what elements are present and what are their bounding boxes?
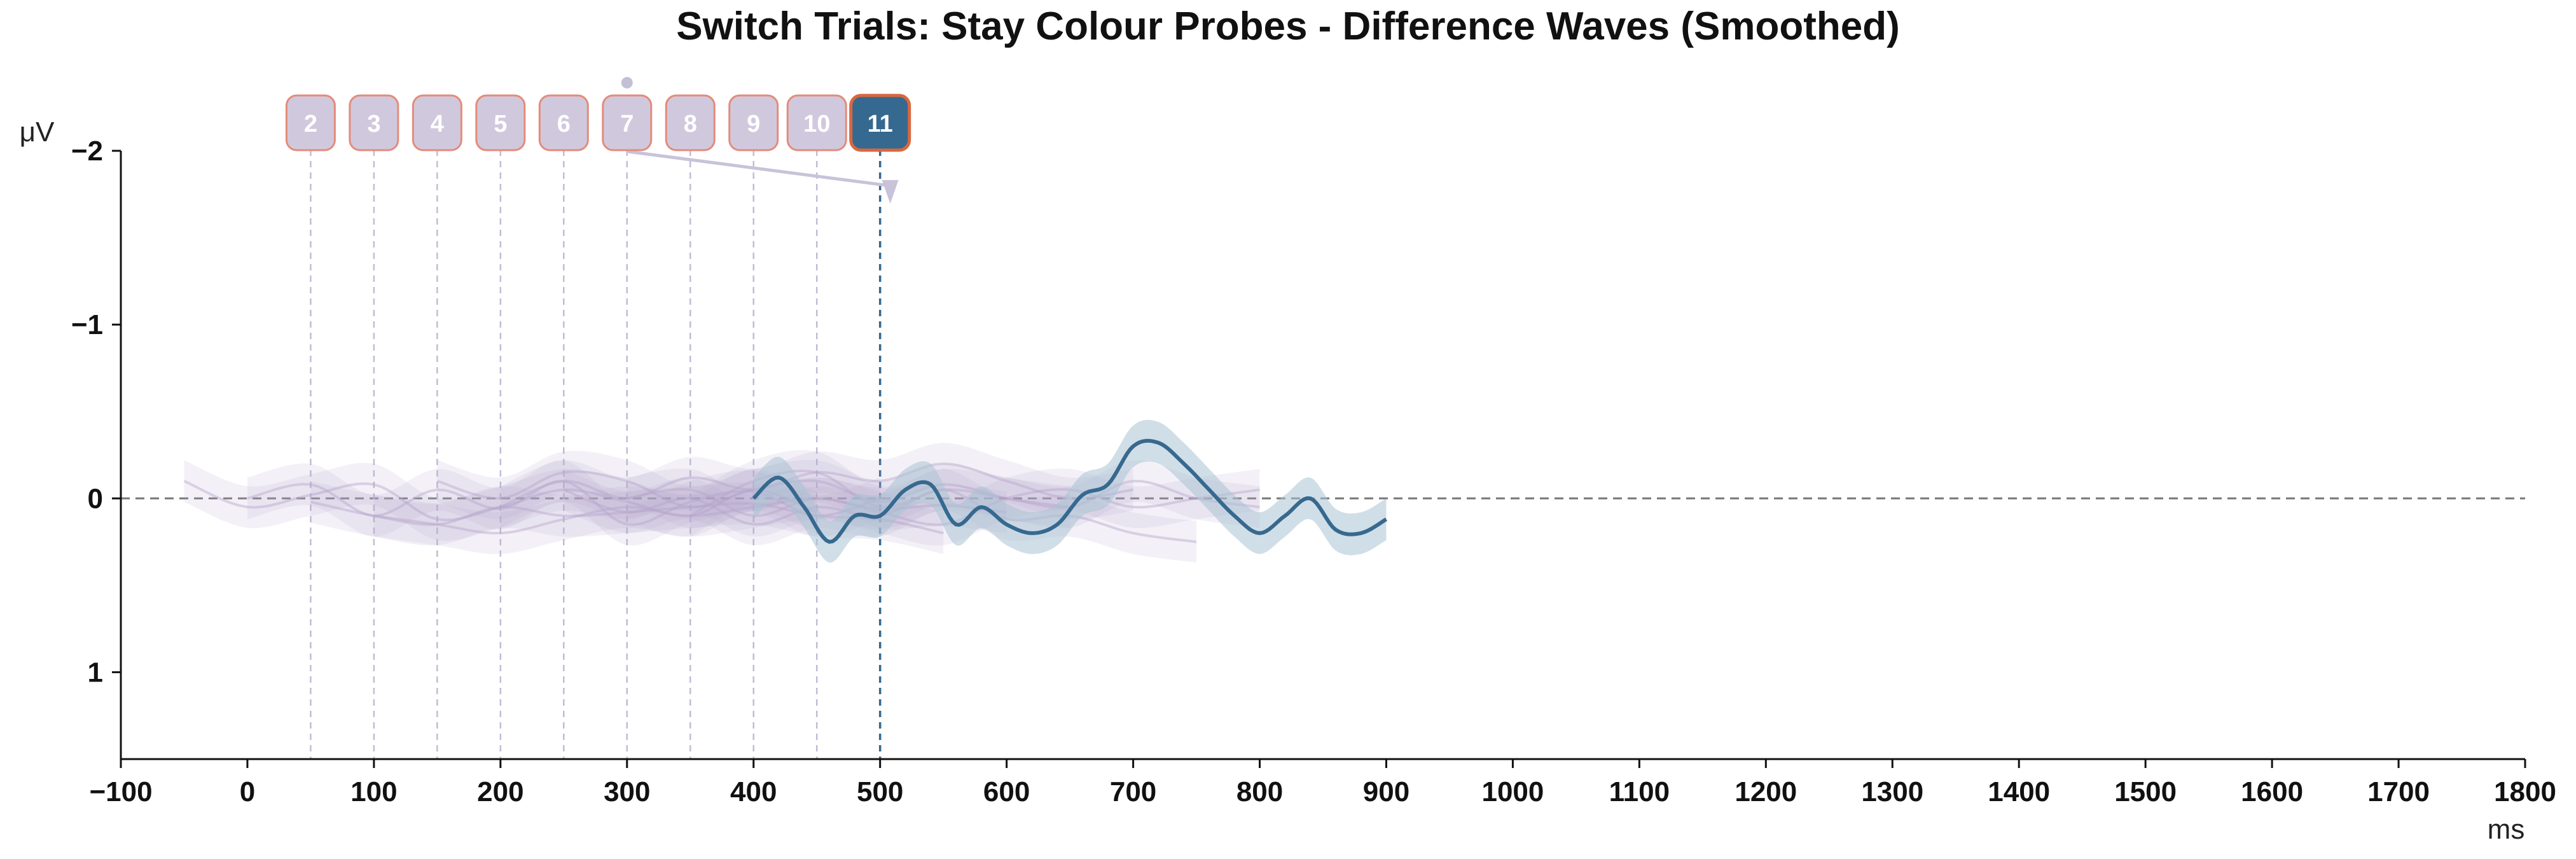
y-tick-label: −2 [71,136,103,167]
x-tick-label: 1500 [2114,776,2177,807]
series-line-10 [752,438,1388,544]
series-line-1 [183,480,817,522]
x-axis-unit-label: ms [2488,814,2525,845]
y-axis-unit-label: μV [20,116,55,148]
series-band-4 [373,477,1007,554]
marker-badge-label: 10 [803,111,830,137]
pointer-arrow-line [627,150,890,188]
series-band-10 [753,419,1387,563]
marker-badge-4: 4 [412,94,462,151]
marker-badge-label: 6 [557,111,571,137]
x-tick-label: 400 [730,776,777,807]
x-tick-label: 1200 [1735,776,1797,807]
x-tick-label: 600 [983,776,1030,807]
marker-badge-label: 9 [747,111,760,137]
marker-badge-box [728,94,779,151]
x-tick-label: 300 [604,776,650,807]
marker-badge-11: 11 [849,94,911,152]
x-tick-label: 1600 [2241,776,2303,807]
marker-badge-box [786,94,847,151]
x-tick-label: 900 [1363,776,1409,807]
x-tick-label: 700 [1110,776,1156,807]
marker-badge-label: 3 [367,111,380,137]
series-band-1 [184,460,817,541]
x-tick-label: 1300 [1861,776,1923,807]
marker-badge-box [602,94,653,151]
x-tick-label: 800 [1236,776,1283,807]
series-line-6 [499,462,1133,508]
marker-badge-label: 11 [868,111,893,137]
marker-badge-box [665,94,716,151]
series-band-2 [247,460,880,546]
marker-badge-box [349,94,399,151]
y-tick-label: 0 [88,483,103,514]
marker-badge-box [475,94,526,151]
x-tick-label: 1700 [2367,776,2430,807]
marker-badge-10: 10 [786,94,847,151]
marker-badge-2: 2 [285,94,336,151]
marker-badge-9: 9 [728,94,779,151]
marker-badge-box [538,94,589,151]
marker-badge-8: 8 [665,94,716,151]
plot-area: −100 0 100 200 300 400 500 600 700 800 900 1000 1100… [71,77,2556,807]
x-tick-label: −100 [89,776,152,807]
x-tick-label: 200 [477,776,523,807]
x-tick-label: 1800 [2494,776,2556,807]
marker-badge-label: 8 [684,111,697,137]
marker-badge-label: 2 [304,111,317,137]
x-tick-label: 100 [350,776,397,807]
marker-badge-box [285,94,336,151]
marker-badge-7: 7 [602,94,653,151]
marker-badge-box [849,94,911,152]
marker-badge-5: 5 [475,94,526,151]
x-tick-label: 1400 [1988,776,2050,807]
marker-badge-3: 3 [349,94,399,151]
x-tick-label: 1000 [1481,776,1544,807]
pointer-arrow-head [882,180,899,204]
marker-badge-box [412,94,462,151]
marker-indicator-dot [621,77,633,88]
y-tick-label: −1 [71,309,103,340]
marker-badge-label: 4 [431,111,444,137]
marker-badge-6: 6 [538,94,589,151]
marker-badge-label: 5 [494,111,507,137]
y-tick-label: 1 [88,657,103,688]
marker-badge-label: 7 [620,111,634,137]
chart-title: Switch Trials: Stay Colour Probes - Diff… [676,4,1900,48]
series-band-6 [500,442,1133,528]
x-tick-label: 500 [857,776,903,807]
x-tick-label: 0 [240,776,255,807]
x-tick-label: 1100 [1609,776,1670,807]
